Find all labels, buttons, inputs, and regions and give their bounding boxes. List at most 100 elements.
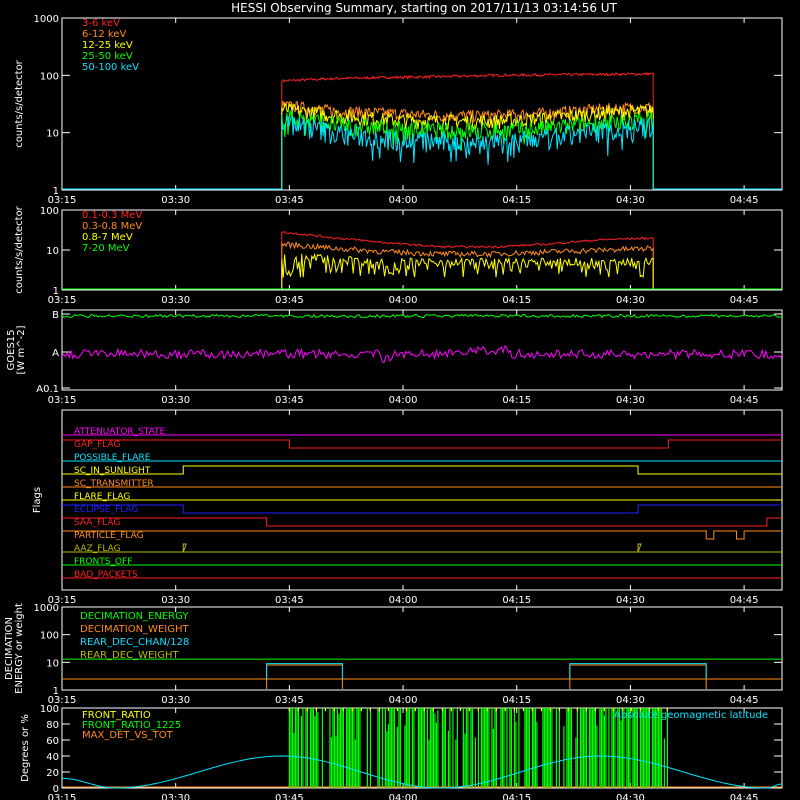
x-tick-label: 03:45 [275,695,304,706]
legend-entry: 25-50 keV [82,51,133,62]
x-tick-label: 03:45 [275,195,304,206]
x-tick-label: 03:45 [275,793,304,800]
x-tick-label: 04:45 [730,793,759,800]
x-tick-label: 03:15 [48,395,77,406]
flag-label: SAA_FLAG [74,518,120,528]
flag-label: PARTICLE_FLAG [74,531,144,541]
legend-entry: 6-12 keV [82,29,126,40]
series-line [62,241,782,290]
x-tick-label: 04:45 [730,295,759,306]
flag-trace [62,504,782,514]
x-tick-label: 03:15 [48,295,77,306]
x-tick-label: 04:30 [616,695,645,706]
legend-entry: 7-20 MeV [82,243,130,254]
x-tick-label: 04:15 [502,793,531,800]
x-tick-label: 04:45 [730,395,759,406]
flag-label: FRONTS_OFF [74,557,132,567]
panel-frame-1 [61,17,783,191]
x-tick-label: 03:15 [48,695,77,706]
flag-trace [62,517,782,527]
x-tick-label: 03:45 [275,595,304,606]
y-tick-label: 1 [53,286,59,297]
flag-label: BAD_PACKETS [74,570,138,580]
y-axis-label: ENERGY or weight [14,603,25,694]
flag-trace [62,439,782,449]
legend-entry: FRONT_RATIO [82,710,151,721]
flag-label: SC_IN_SUNLIGHT [74,466,151,476]
x-tick-label: 03:30 [161,295,190,306]
flag-trace [62,465,782,475]
legend-entry: FRONT_RATIO_1225 [82,720,181,731]
y-axis-label: counts/s/detector [14,59,25,147]
flag-label: ECLIPSE_FLAG [74,505,138,515]
series-line [62,755,782,789]
y-axis-label: DECIMATION [4,617,15,680]
x-tick-label: 04:30 [616,395,645,406]
y-tick-label: 10 [46,246,59,257]
series-line [62,71,782,190]
flag-label: GAP_FLAG [74,440,120,450]
y-tick-label: 100 [40,631,59,642]
flag-label: ATTENUATOR_STATE [74,427,166,437]
y-tick-label: 0 [53,784,59,795]
y-axis-label: Flags [32,487,43,513]
x-tick-label: 03:30 [161,793,190,800]
y-tick-label: 40 [46,752,59,763]
y-tick-label: 80 [46,720,59,731]
legend-entry: DECIMATION_ENERGY [80,611,189,622]
goes-class-label: A0.1 [36,384,59,395]
x-tick-label: 04:15 [502,195,531,206]
legend-entry: 12-25 keV [82,40,133,51]
flag-trace [62,543,782,553]
flag-label: AAZ_FLAG [74,544,121,554]
y-axis-unit: [W m^-2] [16,325,27,374]
x-tick-label: 04:30 [616,595,645,606]
x-tick-label: 03:15 [48,595,77,606]
series-step [266,663,343,679]
y-tick-label: 10 [46,658,59,669]
legend-entry: 0.1-0.3 MeV [82,210,142,221]
panel-frame-3 [61,309,783,391]
x-tick-label: 04:00 [389,595,418,606]
legend-entry: 50-100 keV [82,62,139,73]
x-tick-label: 04:00 [389,195,418,206]
y-axis-label: GOES15 [6,329,17,370]
x-tick-label: 04:00 [389,395,418,406]
annotation-label: Absolute geomagnetic latitude [614,710,768,721]
series-step [569,663,707,679]
series-line [61,313,782,319]
x-tick-label: 03:15 [48,195,77,206]
x-tick-label: 04:15 [502,695,531,706]
goes-class-label: A [52,348,59,359]
y-tick-label: 1000 [34,603,59,614]
x-tick-label: 03:45 [275,395,304,406]
x-tick-label: 03:30 [161,395,190,406]
x-tick-label: 04:15 [502,295,531,306]
y-tick-label: 100 [40,206,59,217]
x-tick-label: 04:00 [389,295,418,306]
x-tick-label: 03:30 [161,595,190,606]
series-line [62,231,782,290]
x-tick-label: 04:30 [616,793,645,800]
x-tick-label: 03:30 [161,695,190,706]
x-tick-label: 04:45 [730,695,759,706]
x-tick-label: 04:45 [730,195,759,206]
legend-entry: MAX_DET_VS_TOT [82,730,174,741]
x-tick-label: 04:45 [730,595,759,606]
y-axis-label: counts/s/detector [14,205,25,293]
y-tick-label: 20 [46,768,59,779]
x-tick-label: 04:15 [502,395,531,406]
y-tick-label: 1 [53,186,59,197]
x-tick-label: 04:00 [389,695,418,706]
y-tick-label: 100 [40,704,59,715]
x-tick-label: 03:45 [275,295,304,306]
legend-entry: DECIMATION_WEIGHT [80,624,189,635]
flag-label: SC_TRANSMITTER [74,479,154,489]
flag-label: POSSIBLE_FLARE [74,453,151,463]
y-tick-label: 10 [46,129,59,140]
x-tick-label: 04:00 [389,793,418,800]
legend-entry: REAR_DEC_CHAN/128 [80,637,189,648]
y-tick-label: 60 [46,736,59,747]
